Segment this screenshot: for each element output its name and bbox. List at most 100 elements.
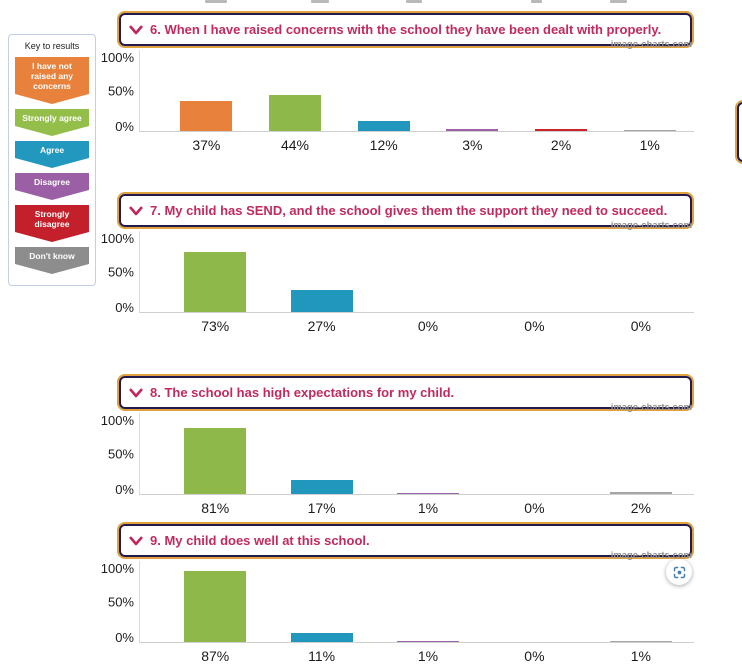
x-axis-label: 1% — [639, 137, 660, 153]
cropped-chart-label-fragments — [0, 0, 742, 4]
y-tick-0: 0% — [115, 119, 134, 134]
x-axis-label: 0% — [630, 318, 651, 334]
question-title: 9. My child does well at this school. — [150, 533, 370, 548]
results-key-panel: Key to results I have not raised any con… — [8, 34, 96, 286]
x-axis-label: 17% — [307, 500, 336, 516]
bar-column — [375, 231, 481, 312]
legend-item-disagree: Disagree — [15, 173, 89, 200]
bar-strongly-disagree — [535, 129, 588, 131]
y-tick-50: 50% — [107, 264, 134, 280]
bar-chart-q6: 100% 50% 0% — [100, 50, 694, 134]
bar-column — [162, 413, 268, 494]
legend-item-dont-know: Don't know — [15, 247, 89, 274]
x-axis-labels: 81% 17% 1% 0% 2% — [140, 499, 694, 517]
y-tick-100: 100% — [100, 561, 134, 576]
image-charts-watermark: image-charts.com — [610, 402, 692, 413]
x-axis-label: 11% — [308, 648, 336, 664]
bar-column — [162, 561, 268, 642]
bar-column — [588, 413, 694, 494]
bar-strongly-agree — [184, 571, 247, 642]
chevron-down-icon — [129, 205, 143, 216]
bar-column — [588, 231, 694, 312]
x-axis-label: 73% — [201, 318, 230, 334]
question-7-block: 7. My child has SEND, and the school giv… — [100, 192, 694, 335]
chevron-down-icon — [129, 535, 143, 546]
y-tick-50: 50% — [107, 446, 134, 462]
bar-column — [605, 50, 694, 131]
bar-column — [251, 50, 340, 131]
bar-agree — [290, 480, 353, 494]
bar-agree — [290, 633, 353, 642]
x-axis-label: 12% — [369, 137, 398, 153]
y-axis: 100% 50% 0% — [100, 231, 139, 315]
bar-agree — [290, 290, 353, 312]
x-axis-label: 44% — [280, 137, 310, 153]
x-axis-label: 1% — [417, 648, 439, 664]
question-6-header[interactable]: 6. When I have raised concerns with the … — [117, 11, 694, 48]
bar-column — [517, 50, 606, 131]
bar-strongly-agree — [184, 428, 247, 494]
x-axis-label: 2% — [550, 137, 572, 153]
bar-column — [481, 561, 587, 642]
y-tick-0: 0% — [115, 300, 134, 315]
x-axis-label: 2% — [630, 500, 651, 516]
question-title: 7. My child has SEND, and the school giv… — [150, 203, 668, 218]
bar-chart-q7: 100% 50% 0% — [100, 231, 694, 315]
bar-column — [428, 50, 517, 131]
lens-capture-button[interactable] — [666, 559, 692, 585]
bar-don-t-know — [609, 492, 672, 494]
y-axis: 100% 50% 0% — [100, 50, 139, 134]
bar-column — [375, 413, 481, 494]
bar-disagree — [397, 493, 460, 494]
bar-i-have-not-raised-any-concerns — [180, 101, 233, 131]
question-title: 8. The school has high expectations for … — [150, 385, 455, 400]
y-tick-50: 50% — [107, 594, 134, 610]
y-axis: 100% 50% 0% — [100, 413, 139, 496]
plot-area — [139, 231, 694, 313]
plot-area — [139, 561, 694, 643]
chevron-down-icon — [129, 24, 143, 35]
x-axis-label: 3% — [462, 137, 483, 153]
x-axis-labels: 73% 27% 0% 0% 0% — [140, 317, 694, 335]
legend-item-strongly-agree: Strongly agree — [15, 109, 89, 136]
bar-column — [481, 231, 587, 312]
plot-area — [139, 50, 694, 132]
question-9-block: 9. My child does well at this school. im… — [100, 522, 694, 665]
x-axis-label: 81% — [201, 500, 230, 516]
bar-column — [268, 413, 374, 494]
bar-strongly-agree — [184, 252, 247, 312]
question-9-header[interactable]: 9. My child does well at this school. — [117, 522, 694, 559]
lens-scan-icon — [673, 566, 685, 578]
bar-disagree — [446, 129, 499, 131]
x-axis-label: 0% — [524, 318, 545, 334]
x-axis-label: 0% — [417, 318, 439, 334]
legend-item-strongly-disagree: Strongly disagree — [15, 205, 89, 242]
x-axis-label: 37% — [192, 137, 221, 153]
bar-column — [588, 561, 694, 642]
clipped-question-box — [735, 100, 742, 164]
image-charts-watermark: image-charts.com — [610, 550, 692, 561]
y-tick-100: 100% — [100, 413, 134, 428]
bar-chart-q8: 100% 50% 0% — [100, 413, 694, 496]
question-6-block: 6. When I have raised concerns with the … — [100, 11, 694, 154]
image-charts-watermark: image-charts.com — [610, 39, 692, 50]
bar-column — [375, 561, 481, 642]
x-axis-label: 1% — [630, 648, 651, 664]
bar-don-t-know — [609, 641, 672, 642]
x-axis-labels: 87% 11% 1% 0% 1% — [140, 647, 694, 665]
question-8-block: 8. The school has high expectations for … — [100, 374, 694, 517]
bar-agree — [357, 121, 410, 131]
x-axis-label: 87% — [201, 648, 230, 664]
chevron-down-icon — [129, 387, 143, 398]
y-tick-0: 0% — [115, 630, 134, 645]
question-8-header[interactable]: 8. The school has high expectations for … — [117, 374, 694, 411]
question-7-header[interactable]: 7. My child has SEND, and the school giv… — [117, 192, 694, 229]
plot-area — [139, 413, 694, 495]
question-title: 6. When I have raised concerns with the … — [150, 22, 662, 37]
bar-column — [268, 231, 374, 312]
bar-column — [268, 561, 374, 642]
x-axis-label: 27% — [307, 318, 336, 334]
image-charts-watermark: image-charts.com — [610, 220, 692, 231]
bar-chart-q9: 100% 50% 0% — [100, 561, 694, 645]
x-axis-label: 0% — [524, 648, 545, 664]
